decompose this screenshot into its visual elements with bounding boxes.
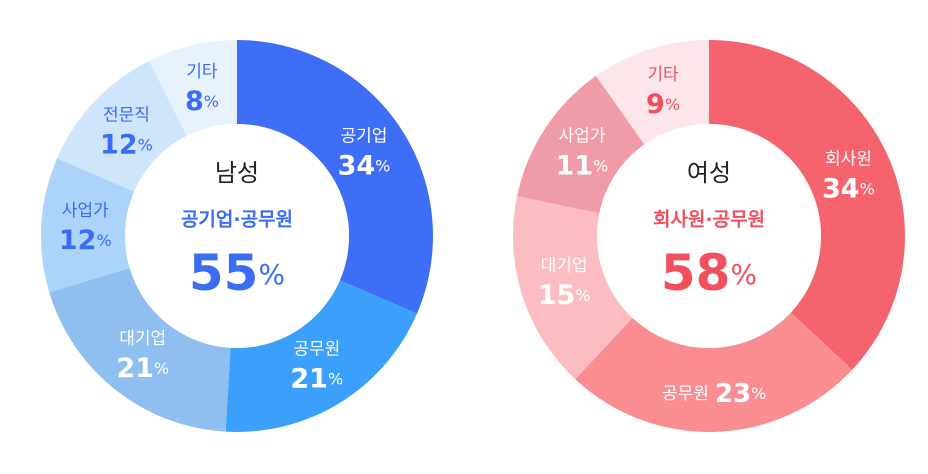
slice-unit: % xyxy=(96,231,111,250)
slice-label: 12% xyxy=(59,225,112,256)
slice-label: 34% xyxy=(822,173,875,204)
donut-slice xyxy=(40,158,135,293)
donut-hole xyxy=(125,124,349,348)
slice-label: 34% xyxy=(338,150,391,181)
donut-slice xyxy=(595,40,709,145)
center-title: 여성 xyxy=(687,159,731,187)
center-title: 남성 xyxy=(215,159,259,187)
slice-name: 대기업 xyxy=(119,329,166,349)
center-value: 55% xyxy=(189,244,285,302)
center-number: 55 xyxy=(189,244,259,302)
slice-value: 12 xyxy=(100,129,138,160)
donut-hole xyxy=(597,124,821,348)
slice-label: 21% xyxy=(290,363,343,394)
slice-name: 기타 xyxy=(647,65,679,85)
slice-label: 공무원 23% xyxy=(662,378,766,408)
slice-unit: % xyxy=(204,92,219,111)
slice-unit: % xyxy=(375,156,390,175)
donut-slice xyxy=(517,75,645,214)
slice-unit: % xyxy=(593,156,608,175)
slice-label: 9% xyxy=(646,89,680,120)
slice-value: 34 xyxy=(338,150,376,181)
slice-name: 기타 xyxy=(186,62,218,82)
slice-label: 15% xyxy=(538,279,591,310)
slice-name: 전문직 xyxy=(103,106,150,126)
donut-slice xyxy=(57,60,187,192)
slice-unit: % xyxy=(860,179,875,198)
slice-value: 12 xyxy=(59,225,97,256)
center-number: 58 xyxy=(661,244,731,302)
slice-value: 34 xyxy=(822,173,860,204)
slice-value: 11 xyxy=(556,150,594,181)
slice-name: 공무원 xyxy=(293,339,340,359)
slice-name: 사업가 xyxy=(62,201,109,221)
slice-label: 11% xyxy=(556,150,609,181)
slice-name: 사업가 xyxy=(558,127,605,147)
slice-unit: % xyxy=(138,135,153,154)
donut-slice xyxy=(513,196,633,380)
slice-value: 21 xyxy=(290,363,328,394)
slice-label: 21% xyxy=(116,353,169,384)
slice-value: 15 xyxy=(538,279,576,310)
donut-slice xyxy=(49,268,231,432)
slice-name: 공기업 xyxy=(341,126,388,146)
center-unit: % xyxy=(730,258,757,291)
donut-slice xyxy=(225,280,417,432)
slice-label: 12% xyxy=(100,129,153,160)
slice-label: 8% xyxy=(185,86,219,117)
donut-slice xyxy=(709,40,905,370)
center-value: 58% xyxy=(661,244,757,302)
slice-name: 대기업 xyxy=(541,256,588,276)
donut-slice xyxy=(575,312,853,432)
slice-unit: % xyxy=(665,95,680,114)
center-unit: % xyxy=(258,258,285,291)
slice-name: 공무원 xyxy=(662,384,709,404)
slice-value: 9 xyxy=(646,89,665,120)
donut-slice xyxy=(149,40,237,136)
center-subtitle: 회사원·공무원 xyxy=(653,209,765,231)
slice-unit: % xyxy=(751,383,766,402)
slice-name: 회사원 xyxy=(825,149,872,169)
slice-unit: % xyxy=(154,359,169,378)
slice-unit: % xyxy=(575,285,590,304)
slice-value: 21 xyxy=(116,353,154,384)
slice-unit: % xyxy=(328,369,343,388)
slice-value: 23 xyxy=(715,378,751,408)
center-subtitle: 공기업·공무원 xyxy=(181,209,293,231)
donut-slice xyxy=(237,40,434,314)
slice-value: 8 xyxy=(185,86,204,117)
